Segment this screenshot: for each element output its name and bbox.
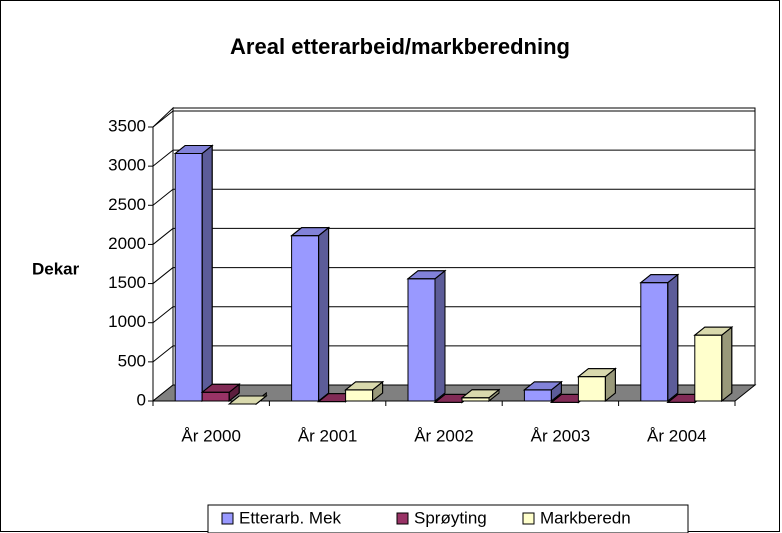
- bar-top-shade: [227, 395, 268, 405]
- bar: [406, 269, 447, 403]
- y-tick-label: 0: [137, 390, 146, 409]
- bar-side-shade: [434, 269, 446, 403]
- legend-swatch: [522, 512, 535, 525]
- x-tick-label: År 2002: [414, 426, 474, 445]
- y-tick-label: 2000: [108, 234, 146, 253]
- bar-top-shade: [522, 381, 563, 391]
- bar: [522, 380, 563, 403]
- bar: [460, 388, 501, 403]
- bar-top-shade: [344, 381, 385, 391]
- bar-front: [291, 235, 320, 402]
- grid-line: [152, 228, 174, 245]
- bar-front: [577, 376, 606, 402]
- bar-top-shade: [693, 326, 734, 336]
- x-tick-label: År 2000: [181, 426, 241, 445]
- bar-top-shade: [173, 144, 214, 154]
- bar-front: [694, 334, 723, 402]
- grid-line: [152, 149, 174, 167]
- bar-front: [174, 152, 203, 402]
- x-tick-label: År 2004: [647, 426, 707, 445]
- bar-front: [345, 389, 374, 402]
- bar: [290, 226, 331, 403]
- bar-side-shade: [201, 144, 213, 403]
- y-tick-label: 500: [118, 351, 146, 370]
- legend: [207, 504, 689, 533]
- legend-label: Etterarb. Mek: [239, 508, 342, 527]
- legend-swatch: [396, 512, 409, 525]
- bar-front: [201, 391, 230, 402]
- bar-side-shade: [721, 326, 733, 403]
- grid-line: [152, 306, 174, 324]
- bar-top-shade: [290, 227, 331, 237]
- bar-front: [523, 389, 552, 402]
- x-tick-label: År 2003: [531, 426, 591, 445]
- y-tick-label: 2500: [108, 195, 146, 214]
- bar: [693, 326, 734, 403]
- y-tick-label: 1500: [108, 273, 146, 292]
- bar-top-shade: [639, 274, 680, 284]
- chart-title: Areal etterarbeid/markberedning: [230, 34, 570, 59]
- grid-line: [152, 267, 174, 284]
- bar: [639, 273, 680, 403]
- bar: [227, 391, 268, 406]
- bar-top-shade: [576, 368, 617, 378]
- bar-top-shade: [200, 383, 241, 393]
- bar: [344, 380, 385, 403]
- bar: [173, 144, 214, 403]
- y-tick-label: 3000: [108, 156, 146, 175]
- y-tick-label: 3500: [108, 116, 146, 135]
- grid-line: [152, 110, 174, 128]
- bar-top-shade: [460, 389, 501, 399]
- bar-front: [640, 282, 669, 402]
- y-axis-label: Dekar: [32, 259, 80, 278]
- bar-front: [407, 278, 436, 402]
- grid-line: [152, 188, 174, 206]
- bar-top-shade: [406, 270, 447, 280]
- legend-label: Markberedn: [540, 508, 631, 527]
- bar: [200, 383, 241, 403]
- bar-side-shade: [318, 226, 330, 403]
- x-tick-label: År 2001: [298, 426, 358, 445]
- y-tick-label: 1000: [108, 312, 146, 331]
- legend-swatch: [221, 512, 234, 525]
- grid-line: [152, 345, 174, 363]
- bar-side-shade: [667, 273, 679, 403]
- legend-label: Sprøyting: [414, 508, 487, 527]
- bar: [576, 367, 617, 403]
